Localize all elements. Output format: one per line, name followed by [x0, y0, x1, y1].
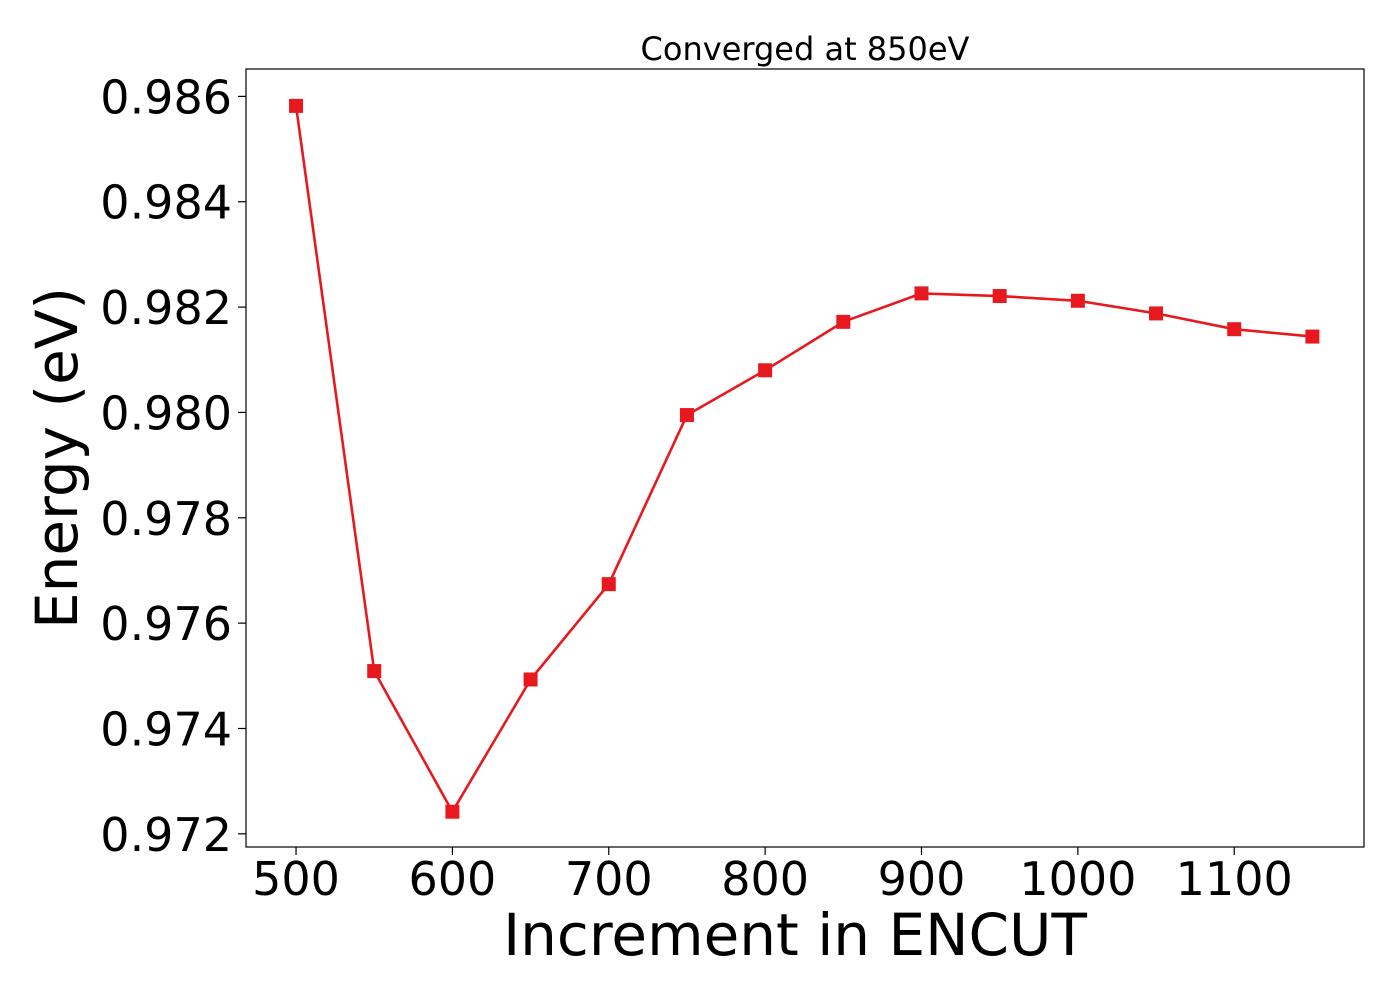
x-axis-ticks: 500 600 700 800 900 1000 1100 [252, 847, 1293, 906]
chart-title: Converged at 850eV [641, 30, 970, 68]
x-tick-label: 700 [565, 852, 653, 906]
y-tick-label: 0.978 [100, 492, 232, 546]
y-tick-label: 0.986 [100, 70, 232, 124]
series-layer [289, 98, 1320, 819]
data-point-marker [1149, 306, 1164, 321]
y-tick-label: 0.976 [100, 597, 232, 651]
x-tick-label: 900 [878, 852, 966, 906]
data-point-marker [523, 672, 538, 687]
y-tick-label: 0.972 [100, 808, 232, 862]
y-tick-label: 0.980 [100, 386, 232, 440]
plot-background [246, 69, 1364, 847]
x-axis-label: Increment in ENCUT [503, 901, 1087, 969]
x-tick-label: 500 [252, 852, 340, 906]
data-point-marker [1070, 293, 1085, 308]
series-line [294, 105, 1313, 814]
data-point-marker [914, 286, 929, 301]
data-point-marker [758, 363, 773, 378]
data-point-marker [1227, 322, 1242, 337]
data-point-marker [836, 314, 851, 329]
y-tick-label: 0.984 [100, 176, 232, 230]
data-point-marker [679, 408, 694, 423]
x-tick-label: 1000 [1019, 852, 1136, 906]
y-tick-label: 0.974 [100, 702, 232, 756]
plot-frame [245, 68, 1365, 848]
data-point-marker [1305, 329, 1320, 344]
y-tick-label: 0.982 [100, 281, 232, 335]
x-tick-label: 1100 [1176, 852, 1293, 906]
data-point-marker [367, 664, 382, 679]
data-point-marker [445, 804, 460, 819]
data-point-marker [601, 577, 616, 592]
x-tick-label: 600 [408, 852, 496, 906]
data-point-marker [289, 98, 304, 113]
data-point-marker [992, 289, 1007, 304]
y-axis-ticks: 0.972 0.974 0.976 0.978 0.980 0.982 0.984 0.986 [100, 70, 246, 862]
y-axis-label: Energy (eV) [23, 287, 91, 629]
x-tick-label: 800 [721, 852, 809, 906]
